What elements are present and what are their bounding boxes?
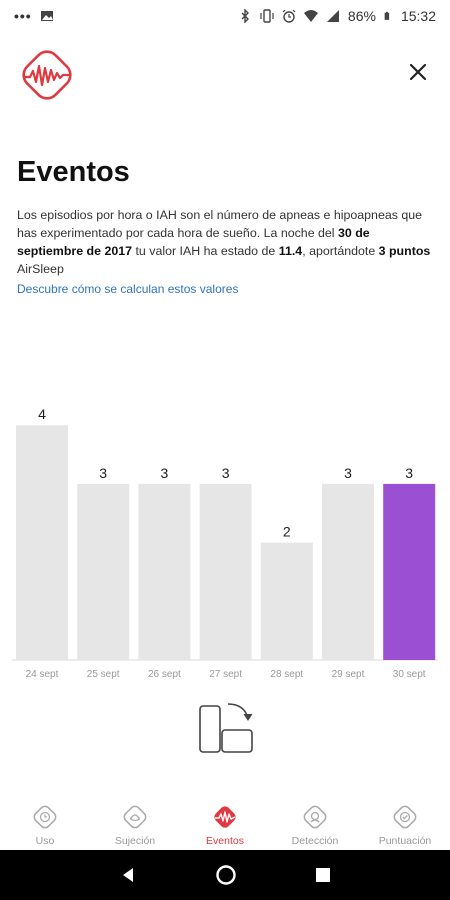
bar-value-label: 3 [344, 465, 352, 481]
bottom-navigation: Uso Sujeción Eventos Detección Puntuació… [0, 802, 450, 850]
chart-bar[interactable] [383, 483, 436, 660]
x-tick-label: 27 sept [209, 669, 242, 680]
chart-bar[interactable] [77, 483, 130, 660]
bar-value-label: 3 [99, 465, 107, 481]
alarm-icon [282, 9, 296, 23]
chart-bar[interactable] [16, 425, 68, 660]
nav-item-uso[interactable]: Uso [0, 802, 90, 847]
status-bar: ••• 86% 15:32 [0, 0, 450, 32]
system-navigation-bar [0, 850, 450, 900]
nav-label: Eventos [206, 835, 244, 847]
chart-bar[interactable] [199, 483, 252, 660]
wifi-icon [303, 10, 318, 22]
nav-item-eventos[interactable]: Eventos [180, 802, 270, 847]
x-tick-label: 24 sept [26, 669, 59, 680]
nav-label: Puntuación [378, 835, 432, 847]
bar-value-label: 3 [161, 465, 169, 481]
notification-dots-icon: ••• [14, 8, 32, 24]
bar-value-label: 3 [222, 465, 230, 481]
x-tick-label: 26 sept [148, 669, 181, 680]
nav-item-puntuacion[interactable]: Puntuación [360, 802, 450, 847]
usage-icon [33, 805, 57, 829]
recents-icon[interactable] [315, 867, 331, 883]
page-title: Eventos [17, 156, 130, 188]
nav-item-deteccion[interactable]: Detección [270, 802, 360, 847]
nav-label: Detección [291, 835, 339, 847]
mask-seal-icon [123, 805, 147, 829]
battery-icon [384, 11, 390, 20]
nav-label: Uso [35, 835, 55, 847]
how-calculated-link[interactable]: Descubre cómo se calculan estos valores [17, 282, 239, 296]
bluetooth-icon [241, 9, 249, 23]
bar-value-label: 4 [38, 406, 46, 422]
events-description: Los episodios por hora o IAH son el núme… [17, 208, 431, 276]
chart-bar[interactable] [322, 483, 374, 660]
score-icon [393, 805, 417, 829]
chart-bar[interactable] [260, 542, 313, 660]
image-notification-icon [40, 11, 53, 21]
airsleep-logo-icon [22, 50, 72, 100]
rotate-device-icon[interactable] [190, 700, 260, 760]
signal-icon [326, 10, 339, 22]
vibrate-icon [260, 9, 274, 23]
x-tick-label: 25 sept [87, 669, 120, 680]
nav-label: Sujeción [114, 835, 156, 847]
battery-percent: 86% [347, 8, 376, 24]
x-tick-label: 30 sept [393, 669, 426, 680]
close-icon[interactable] [404, 58, 432, 86]
home-icon[interactable] [215, 864, 237, 886]
bar-value-label: 3 [405, 465, 413, 481]
x-tick-label: 28 sept [270, 669, 303, 680]
detection-icon [303, 805, 327, 829]
x-tick-label: 29 sept [332, 669, 365, 680]
clock: 15:32 [400, 8, 436, 24]
events-bar-chart: 4 24 sept 3 25 sept 3 26 sept 3 27 sept 2 28 sept… [12, 406, 438, 680]
nav-item-sujecion[interactable]: Sujeción [90, 802, 180, 847]
bar-value-label: 2 [283, 524, 291, 540]
events-wave-icon [214, 806, 236, 828]
chart-bar[interactable] [138, 483, 191, 660]
back-icon[interactable] [119, 866, 137, 884]
